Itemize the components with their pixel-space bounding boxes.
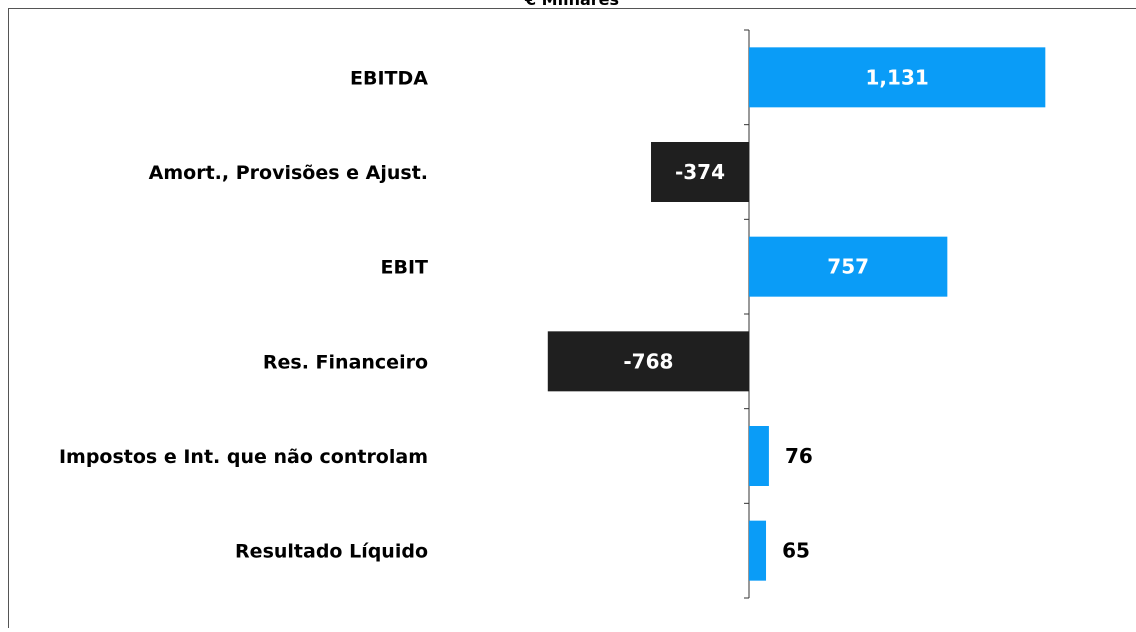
chart-title: € Milhares <box>524 0 619 9</box>
category-label: Res. Financeiro <box>263 351 428 373</box>
category-label: Resultado Líquido <box>235 541 428 563</box>
data-label: 1,131 <box>866 65 929 89</box>
category-label: Amort., Provisões e Ajust. <box>149 162 428 184</box>
data-label: 76 <box>785 444 813 468</box>
data-label: -768 <box>623 349 673 373</box>
category-label: EBITDA <box>350 67 428 89</box>
data-label: -374 <box>675 160 725 184</box>
category-label: EBIT <box>381 257 429 279</box>
bar <box>749 521 766 581</box>
data-label: 65 <box>782 539 810 563</box>
category-label: Impostos e Int. que não controlam <box>59 446 428 468</box>
bar <box>749 426 769 486</box>
data-label: 757 <box>827 255 869 279</box>
